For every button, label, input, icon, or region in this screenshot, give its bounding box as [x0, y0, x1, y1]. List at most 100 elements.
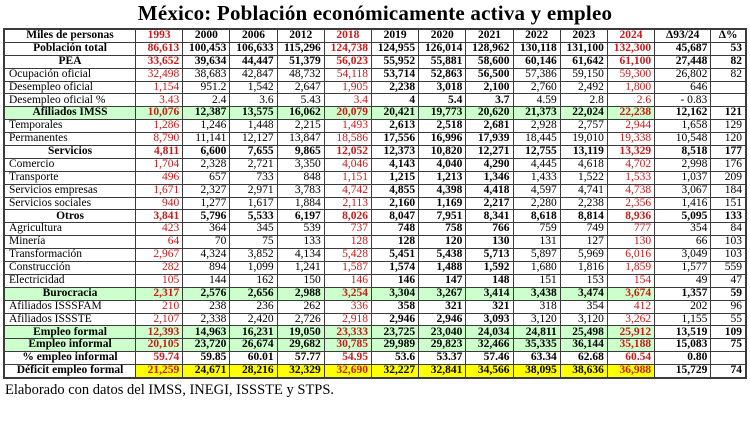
table-cell: 262 [276, 299, 325, 314]
table-cell: 59.85 [182, 351, 231, 366]
table-cell: 14,963 [182, 325, 231, 340]
table-cell: 100,453 [182, 41, 231, 56]
table-cell: 2,356 [606, 196, 656, 211]
table-cell: 4 [370, 93, 420, 108]
table-cell: 13,119 [559, 145, 608, 159]
row-label: Transporte [3, 170, 137, 185]
table-cell: 26,802 [654, 67, 712, 82]
row-label: Transformación [3, 248, 137, 263]
table-cell: 2,918 [323, 312, 372, 327]
table-cell: 53 [710, 41, 747, 56]
table-cell: 5,451 [370, 248, 420, 263]
table-cell: 13,519 [654, 325, 712, 340]
table-cell [710, 93, 747, 108]
table-cell: 19,773 [418, 106, 467, 121]
table-cell: 38,095 [512, 364, 561, 379]
row-label: Servicios empresas [3, 183, 137, 198]
table-cell: 66 [654, 235, 712, 250]
table-cell: 19,010 [559, 132, 608, 147]
table-cell: 5,969 [559, 248, 608, 263]
table-cell: 60,146 [512, 54, 561, 69]
table-cell: 18,445 [512, 132, 561, 147]
table-cell: 5,897 [512, 248, 561, 263]
table-cell: 1,099 [229, 261, 278, 275]
table-cell: 733 [229, 170, 278, 185]
table-cell: 646 [654, 80, 712, 95]
row-label: Déficit empleo formal [3, 364, 137, 379]
table-cell: 84 [710, 222, 747, 237]
table-cell: 146 [323, 273, 372, 288]
table-cell: 3,267 [418, 286, 467, 301]
table-cell: 25,912 [606, 325, 656, 340]
table-cell: 5,438 [418, 248, 467, 263]
table-cell: 21,259 [135, 364, 184, 379]
table-cell: 32,498 [135, 67, 184, 82]
table-cell: 282 [135, 261, 184, 275]
table-cell: 61,642 [559, 54, 608, 69]
row-label: Afiliados ISSSTE [3, 312, 137, 327]
table-cell: 130,118 [512, 41, 561, 56]
table-cell: 1,884 [276, 196, 325, 211]
table-cell: 29,682 [276, 338, 325, 353]
table-cell: 2,160 [370, 196, 420, 211]
table-cell: 23,040 [418, 325, 467, 340]
row-label: PEA [3, 54, 137, 69]
table-cell: 2,656 [229, 286, 278, 301]
table-cell: 126,014 [418, 41, 467, 56]
column-header: 2020 [418, 28, 467, 43]
table-cell: 951.2 [182, 80, 231, 95]
table-row: Servicios sociales 940 1,277 1,617 1,884 2,11… [3, 196, 747, 211]
table-cell: 28,216 [229, 364, 278, 379]
table-cell: 3,254 [323, 286, 372, 301]
table-cell: 64 [135, 235, 184, 250]
table-cell: 3.6 [229, 93, 278, 108]
table-cell: - 0.83 [654, 93, 712, 108]
table-cell: 4,445 [512, 157, 561, 172]
table-cell: 848 [276, 170, 325, 185]
table-cell: 59 [710, 286, 747, 301]
table-cell: 7,951 [418, 209, 467, 224]
table-row: Transporte 496 657 733 848 1,151 1,215 1,213 1,3… [3, 170, 747, 185]
table-cell: 12,052 [323, 145, 372, 159]
column-header: Δ% [710, 28, 747, 43]
table-cell: 32,227 [370, 364, 420, 379]
table-cell: 27,448 [654, 54, 712, 69]
table-cell: 15,729 [654, 364, 712, 379]
table-cell: 5,796 [182, 209, 231, 224]
table-cell: 21,373 [512, 106, 561, 121]
row-label: Población total [3, 41, 137, 56]
table-cell: 209 [710, 170, 747, 185]
row-label: Otros [3, 209, 137, 224]
table-cell: 52,863 [418, 67, 467, 82]
table-cell: 2,113 [323, 196, 372, 211]
row-label: Ocupación oficial [3, 67, 137, 82]
table-cell: 1,680 [512, 261, 561, 275]
table-cell: 124,738 [323, 41, 372, 56]
table-cell: 86,613 [135, 41, 184, 56]
table-cell: 3,350 [276, 157, 325, 172]
table-cell: 96 [710, 299, 747, 314]
table-cell: 4,290 [465, 157, 514, 172]
row-label: Afiliados ISSSFAM [3, 299, 137, 314]
population-employment-table: Miles de personas 1993 2000 2006 2012 2018 201… [3, 28, 747, 380]
table-cell: 3,474 [559, 286, 608, 301]
table-cell: 2.6 [606, 93, 656, 108]
table-cell: 57.77 [276, 351, 325, 366]
table-cell: 6,197 [276, 209, 325, 224]
table-cell: 59,300 [606, 67, 656, 82]
table-cell: 32,466 [465, 338, 514, 353]
table-cell: 23,725 [370, 325, 420, 340]
table-cell: 2,217 [465, 196, 514, 211]
table-cell: 47 [710, 273, 747, 288]
table-cell: 17,939 [465, 132, 514, 147]
table-cell: 70 [182, 235, 231, 250]
table-cell: 1,816 [559, 261, 608, 275]
table-cell: 35,188 [606, 338, 656, 353]
table-cell: 748 [370, 222, 420, 237]
table-cell: 115,296 [276, 41, 325, 56]
table-cell: 36,988 [606, 364, 656, 379]
table-cell: 1,155 [654, 312, 712, 327]
column-header: 2023 [559, 28, 608, 43]
table-cell: 124,955 [370, 41, 420, 56]
